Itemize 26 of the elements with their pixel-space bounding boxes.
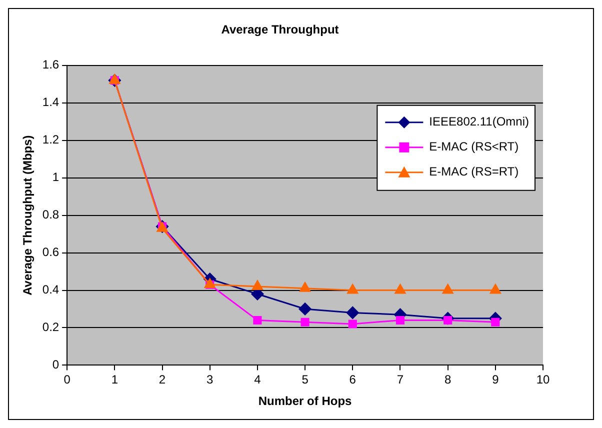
x-tick-label: 5 <box>302 372 309 387</box>
legend-label: E-MAC (RS<RT) <box>429 140 519 154</box>
x-tick-label: 9 <box>492 372 500 387</box>
chart-title: Average Throughput <box>221 22 339 37</box>
x-tick-label: 1 <box>111 372 118 387</box>
x-tick-label: 0 <box>64 372 71 387</box>
y-tick-label: 0.6 <box>42 245 60 260</box>
y-tick-label: 0 <box>52 358 60 372</box>
y-tick-label: 1.6 <box>42 58 60 72</box>
y-tick-label: 1.4 <box>42 95 60 110</box>
x-tick-label: 10 <box>536 372 550 387</box>
x-tick-label: 2 <box>158 372 166 387</box>
y-tick-label: 0.2 <box>42 320 60 334</box>
y-tick-label: 0.4 <box>42 282 60 297</box>
y-tick-label: 1 <box>52 170 60 184</box>
x-tick-label: 3 <box>206 372 214 387</box>
x-tick-label: 4 <box>254 372 262 387</box>
x-axis-title: Number of Hops <box>258 394 352 408</box>
x-tick-label: 7 <box>396 372 404 387</box>
y-tick-label: 1.2 <box>42 132 60 147</box>
y-axis-title: Average Throughput (Mbps) <box>20 135 35 296</box>
x-tick-label: 6 <box>349 372 356 387</box>
x-tick-label: 8 <box>444 372 452 387</box>
legend-label: E-MAC (RS=RT) <box>429 164 519 179</box>
legend-label: IEEE802.11(Omni) <box>429 114 530 129</box>
y-tick-label: 0.8 <box>42 208 60 222</box>
